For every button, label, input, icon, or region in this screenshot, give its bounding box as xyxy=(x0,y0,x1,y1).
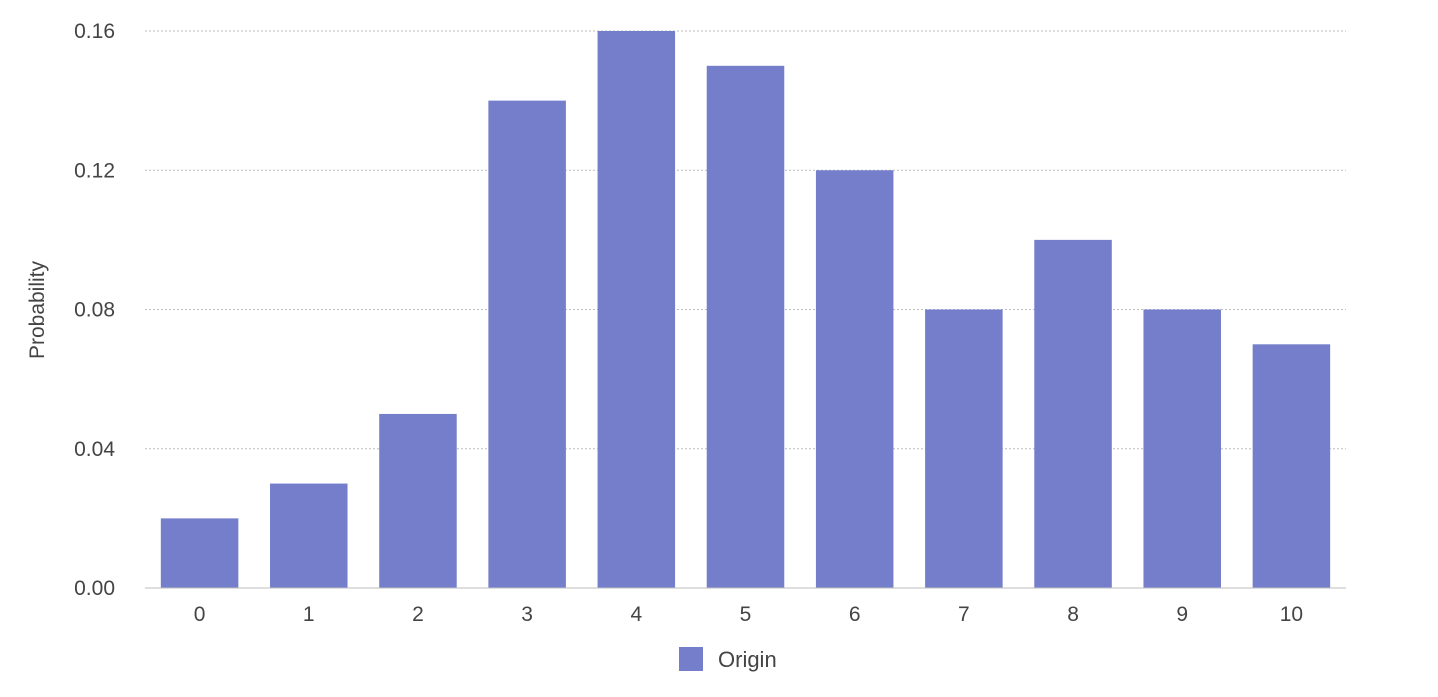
x-tick-label: 10 xyxy=(1280,603,1303,626)
y-tick-labels: 0.00 0.04 0.08 0.12 0.16 xyxy=(74,20,115,600)
y-tick-label: 0.16 xyxy=(74,20,115,43)
x-tick-label: 9 xyxy=(1176,603,1188,626)
x-tick-label: 3 xyxy=(521,603,533,626)
bar-8[interactable] xyxy=(1034,239,1112,588)
legend-swatch xyxy=(679,647,703,671)
x-tick-label: 0 xyxy=(194,603,206,626)
legend[interactable]: Origin xyxy=(679,647,777,672)
bar-5[interactable] xyxy=(706,65,785,588)
y-tick-label: 0.00 xyxy=(74,577,115,600)
bar-2[interactable] xyxy=(379,413,457,588)
x-tick-labels: 0 1 2 3 4 5 6 7 8 9 10 xyxy=(194,603,1303,626)
bar-3[interactable] xyxy=(488,100,566,588)
bar-9[interactable] xyxy=(1143,309,1221,589)
x-tick-label: 5 xyxy=(740,603,752,626)
x-tick-label: 4 xyxy=(630,603,642,626)
legend-label-origin: Origin xyxy=(718,647,777,672)
bar-6[interactable] xyxy=(815,170,894,588)
x-tick-label: 1 xyxy=(303,603,315,626)
bar-4[interactable] xyxy=(597,31,676,588)
bar-1[interactable] xyxy=(270,483,348,588)
x-tick-label: 8 xyxy=(1067,603,1079,626)
x-tick-label: 2 xyxy=(412,603,424,626)
y-axis-label: Probability xyxy=(26,260,49,359)
bar-0[interactable] xyxy=(160,518,239,588)
y-tick-label: 0.08 xyxy=(74,299,115,322)
x-tick-label: 6 xyxy=(849,603,861,626)
x-tick-label: 7 xyxy=(958,603,970,626)
bar-10[interactable] xyxy=(1252,344,1331,588)
y-tick-label: 0.12 xyxy=(74,159,115,182)
bars xyxy=(160,31,1331,589)
bar-7[interactable] xyxy=(925,309,1003,589)
y-tick-label: 0.04 xyxy=(74,438,115,461)
